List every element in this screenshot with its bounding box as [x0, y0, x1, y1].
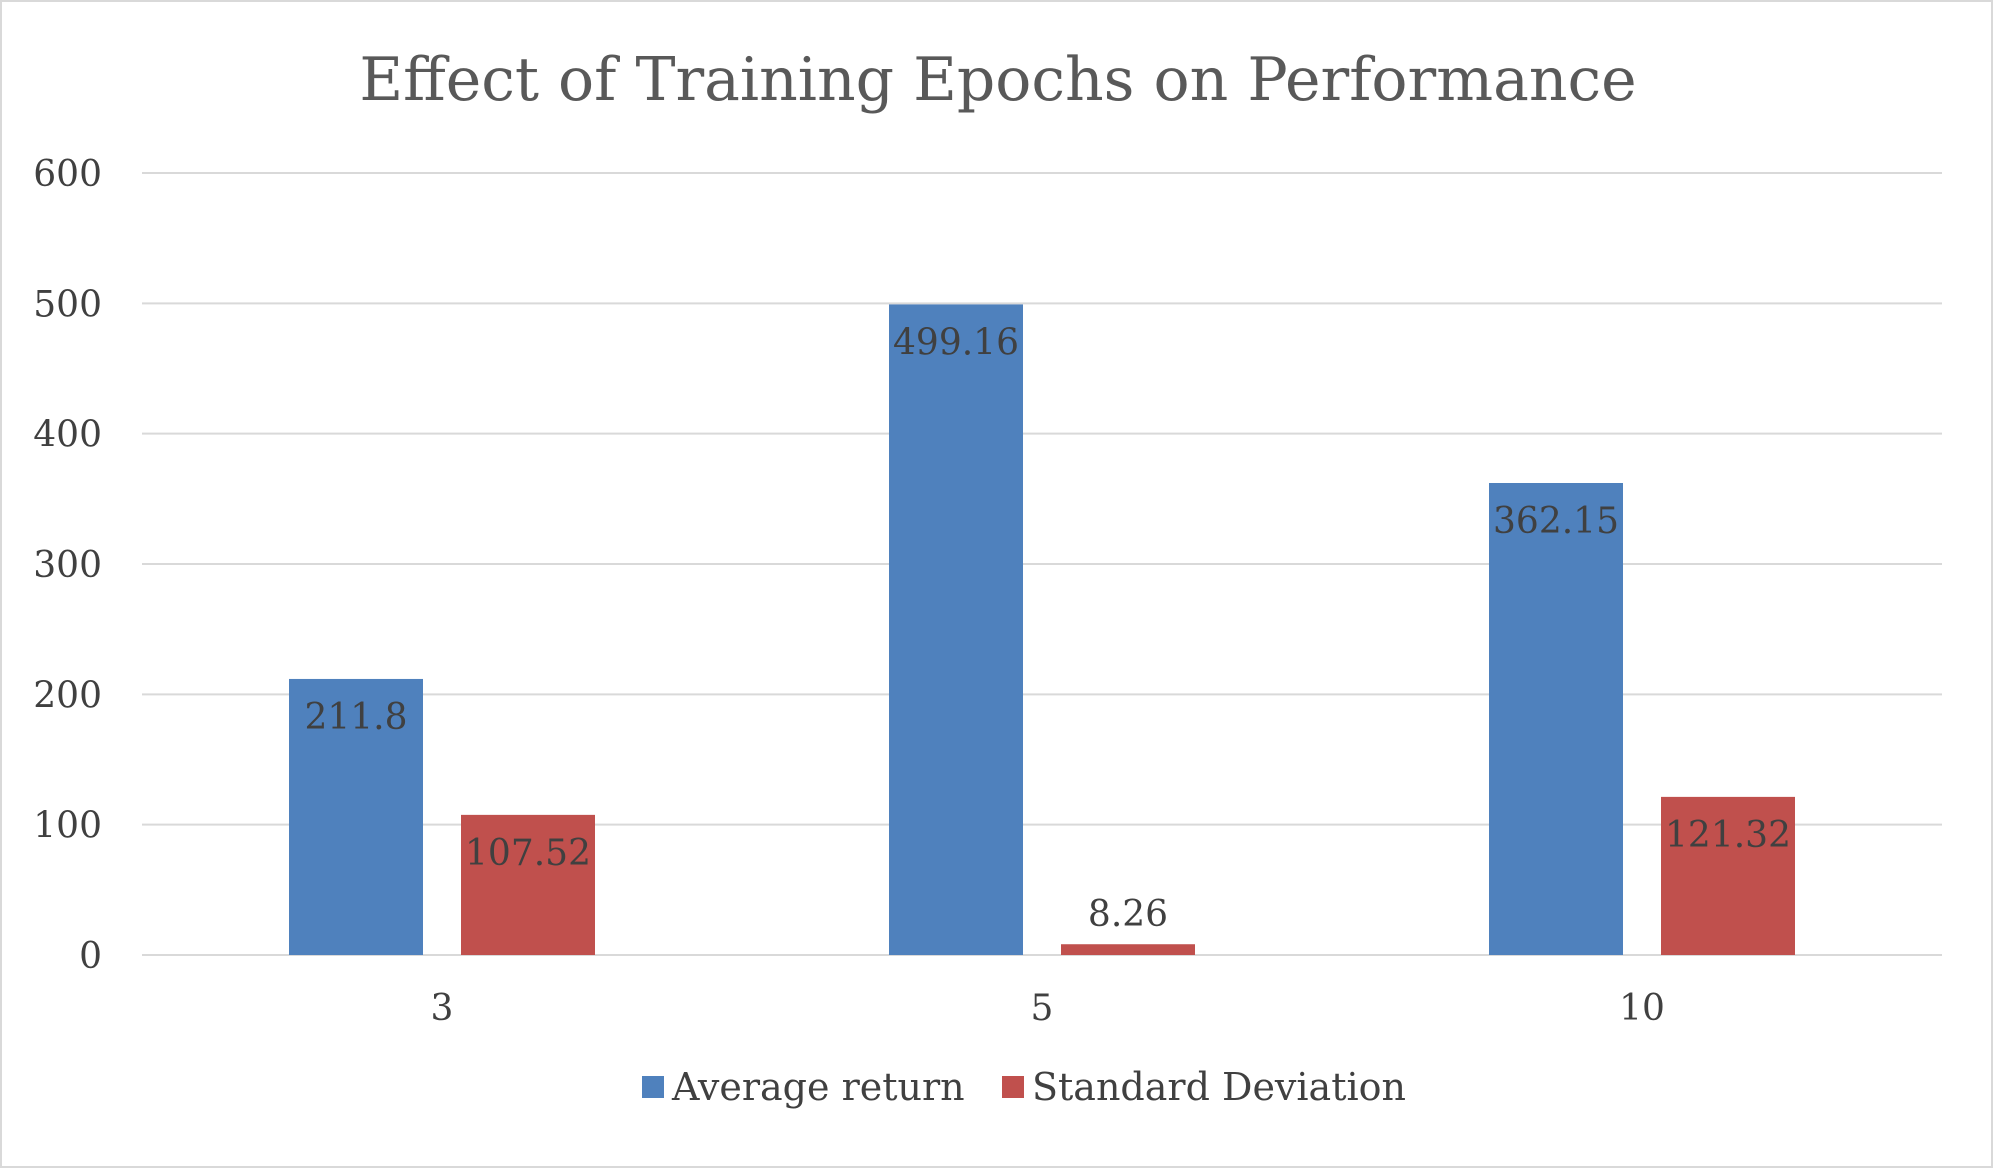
chart-title: Effect of Training Epochs on Performance [359, 45, 1636, 115]
y-tick-label: 500 [33, 284, 102, 325]
y-axis-tick-labels: 0 100 200 300 400 500 600 [33, 154, 102, 977]
bar-standard-deviation-10 [1661, 796, 1795, 955]
data-label: 211.8 [304, 697, 407, 738]
data-label: 8.26 [1088, 894, 1168, 935]
legend-label: Standard Deviation [1032, 1065, 1406, 1109]
y-tick-label: 0 [79, 936, 102, 977]
x-tick-label: 3 [431, 988, 454, 1029]
legend-swatch [1002, 1076, 1024, 1098]
legend-label: Average return [671, 1065, 965, 1109]
y-tick-label: 600 [33, 154, 102, 195]
data-label: 362.15 [1493, 501, 1619, 542]
data-label: 499.16 [893, 322, 1019, 363]
y-tick-label: 100 [33, 806, 102, 847]
bar-average-return-10 [1489, 482, 1623, 955]
data-label: 121.32 [1665, 815, 1791, 856]
bar-average-return-3 [289, 678, 423, 955]
legend-swatch [642, 1076, 664, 1098]
data-label: 107.52 [465, 833, 591, 874]
gridlines [142, 172, 1942, 956]
x-tick-label: 10 [1619, 988, 1665, 1029]
y-tick-label: 200 [33, 675, 102, 716]
legend: Average return Standard Deviation [642, 1065, 1406, 1109]
bar-average-return-5 [889, 304, 1023, 956]
bars [289, 304, 1795, 956]
bar-standard-deviation-5 [1061, 944, 1195, 955]
bar-standard-deviation-3 [461, 814, 595, 955]
y-tick-label: 300 [33, 545, 102, 586]
x-tick-label: 5 [1031, 988, 1054, 1029]
data-labels: 211.8 107.52 499.16 8.26 362.15 121.32 [304, 322, 1791, 935]
y-tick-label: 400 [33, 415, 102, 456]
x-axis-tick-labels: 3 5 10 [431, 988, 1665, 1029]
